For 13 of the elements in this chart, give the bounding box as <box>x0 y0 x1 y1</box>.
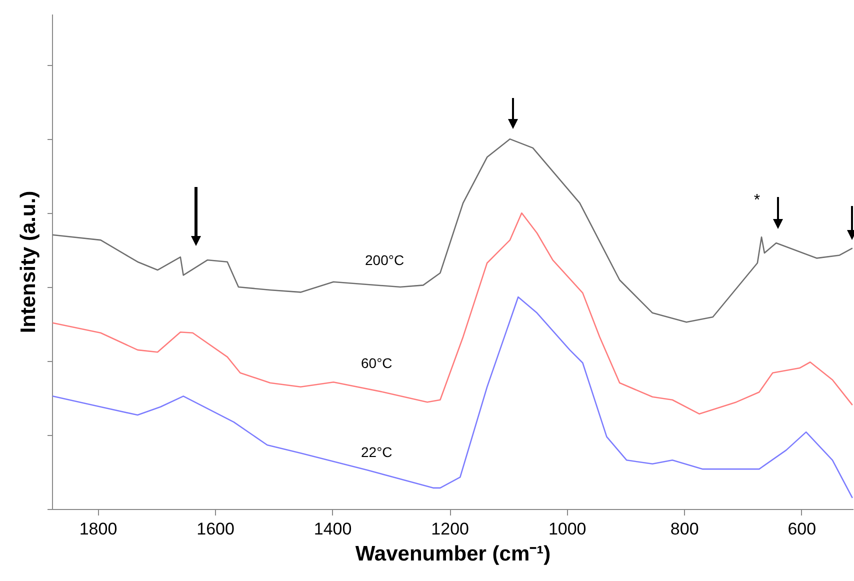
x-tick-label: 1000 <box>548 520 586 538</box>
series-label: 22°C <box>361 444 392 460</box>
x-tick-label: 1800 <box>79 520 118 538</box>
x-axis-title: Wavenumber (cm⁻¹) <box>355 542 551 566</box>
annotation: * <box>754 192 760 209</box>
x-tick-label: 1600 <box>196 520 234 538</box>
x-tick-label: 800 <box>670 520 699 538</box>
x-tick-label: 600 <box>788 520 816 538</box>
y-axis-title: Intensity (a.u.) <box>17 190 40 334</box>
x-tick-label: 1400 <box>314 520 352 538</box>
series-label: 60°C <box>361 355 392 371</box>
series-label: 200°C <box>365 252 404 268</box>
x-tick-label: 1200 <box>431 520 469 538</box>
